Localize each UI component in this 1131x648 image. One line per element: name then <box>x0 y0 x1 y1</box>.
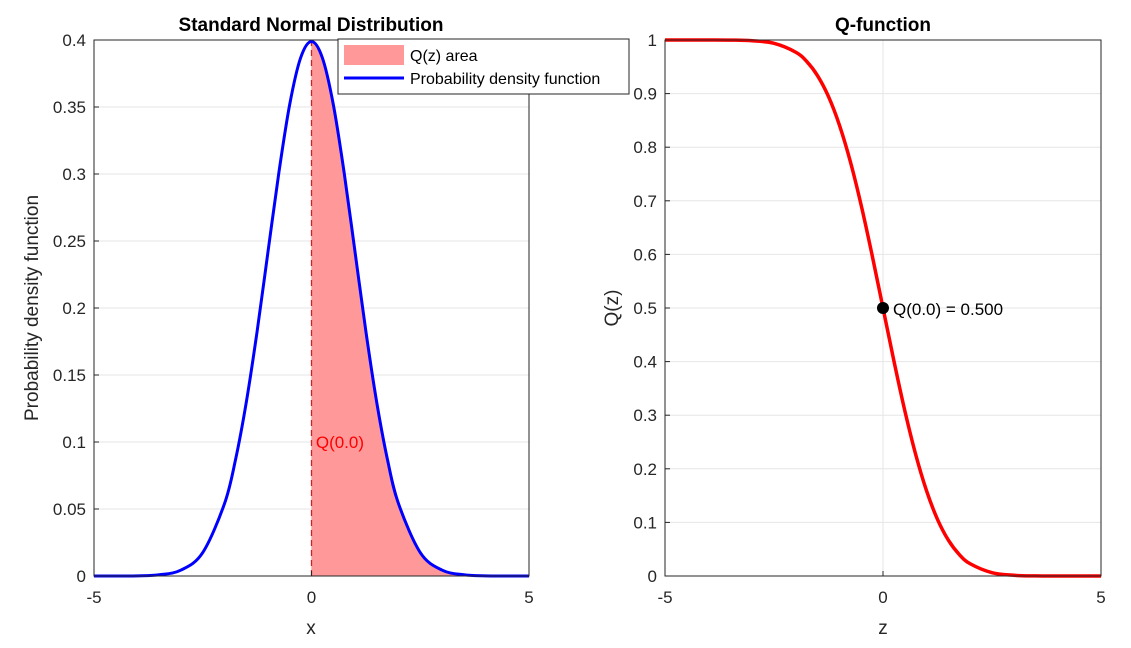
q-ytick-label: 0.6 <box>633 245 657 264</box>
pdf-ytick-label: 0.4 <box>62 31 86 50</box>
pdf-ytick-label: 0 <box>77 567 86 586</box>
q-ytick-label: 0.1 <box>633 513 657 532</box>
q-ytick-label: 0.3 <box>633 406 657 425</box>
pdf-xlabel: x <box>306 618 316 639</box>
pdf-ticks: 00.050.10.150.20.250.30.350.4-5 0 5 <box>53 31 534 607</box>
q-ylabel: Q(z) <box>602 290 623 327</box>
pdf-curve <box>93 39 530 578</box>
q-ytick-label: 0.9 <box>633 85 657 104</box>
q-ytick-label: 0.8 <box>633 138 657 157</box>
q-ytick-label: 1 <box>648 31 657 50</box>
q-xtick-label: 5 <box>1096 588 1105 607</box>
pdf-xtick-label: 5 <box>524 588 533 607</box>
pdf-ylabel: Probability density function <box>22 195 43 421</box>
q-ytick-label: 0.5 <box>633 299 657 318</box>
pdf-ytick-label: 0.35 <box>53 98 86 117</box>
pdf-ytick-label: 0.2 <box>62 299 86 318</box>
legend-swatch-q-area <box>344 45 404 65</box>
legend: Q(z) area Probability density function <box>337 38 630 95</box>
pdf-ytick-label: 0.3 <box>62 165 86 184</box>
q-xtick-label: 0 <box>878 588 887 607</box>
q-title: Q-function <box>835 15 931 36</box>
pdf-ytick-label: 0.15 <box>53 366 86 385</box>
q-area-shaded-region <box>311 41 529 577</box>
legend-label-q-area: Q(z) area <box>410 48 478 65</box>
pdf-title: Standard Normal Distribution <box>179 15 444 36</box>
q-marker-label: Q(0.0) = 0.500 <box>893 300 1003 319</box>
q-ytick-label: 0.2 <box>633 460 657 479</box>
q-ytick-label: 0.4 <box>633 353 657 372</box>
pdf-ytick-label: 0.05 <box>53 500 86 519</box>
legend-label-pdf: Probability density function <box>410 71 600 88</box>
pdf-ytick-label: 0.25 <box>53 232 86 251</box>
q-function-panel: Q(0.0) = 0.500 0 0.1 0.2 0.3 0.4 0.5 0.6 0.7 0.8… <box>602 15 1106 639</box>
pdf-xtick-label: 0 <box>307 588 316 607</box>
pdf-ytick-label: 0.1 <box>62 433 86 452</box>
q-ytick-label: 0 <box>648 567 657 586</box>
q-marker-point <box>877 302 889 314</box>
pdf-xtick-label: -5 <box>86 588 101 607</box>
q-xtick-label: -5 <box>657 588 672 607</box>
q-ytick-label: 0.7 <box>633 192 657 211</box>
q-area-annotation: Q(0.0) <box>316 433 364 452</box>
pdf-panel: 00.050.10.150.20.250.30.350.4-5 0 5 Q(0.0)… <box>22 15 630 639</box>
q-ticks: 00.10.20.30.40.50.60.70.80.91-5 0 5 <box>633 31 1105 607</box>
q-xlabel: z <box>878 618 888 639</box>
